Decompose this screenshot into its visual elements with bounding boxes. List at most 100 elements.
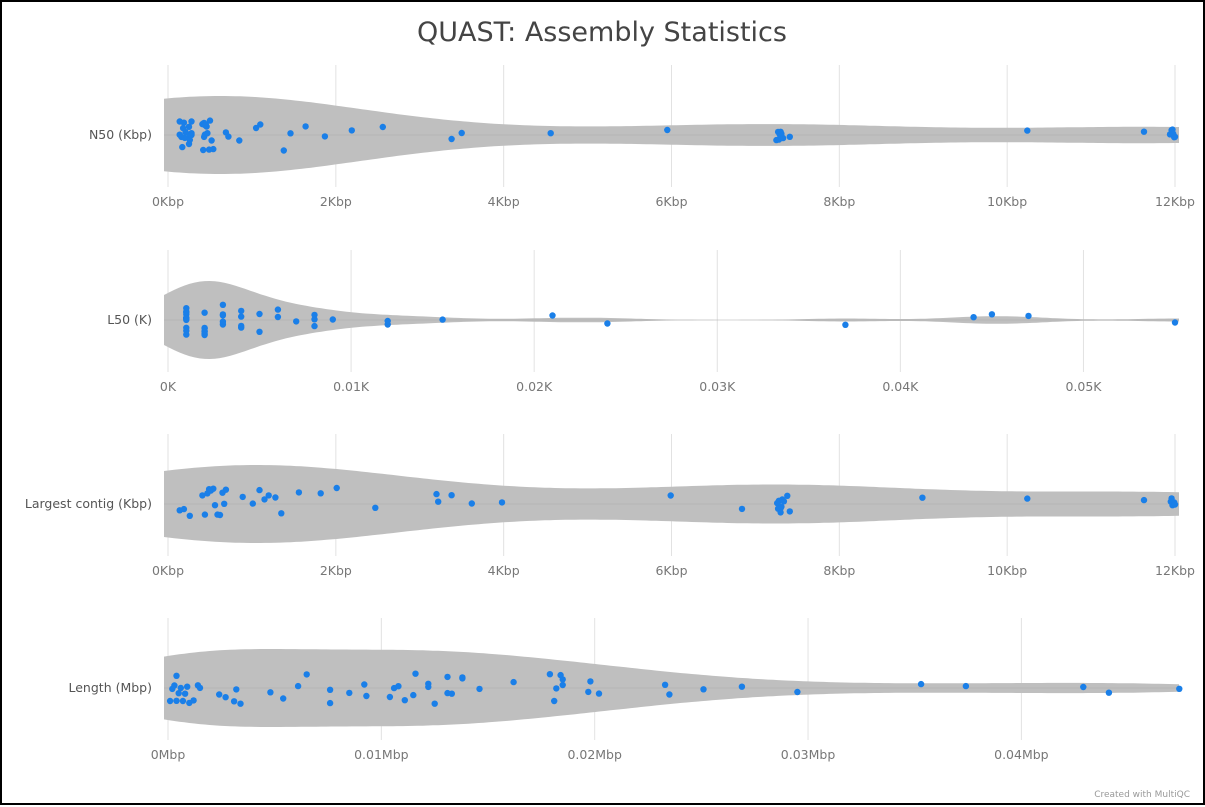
data-point[interactable] [738,683,746,690]
data-point[interactable] [384,317,391,325]
data-point[interactable] [333,484,340,492]
data-point[interactable] [468,500,475,507]
data-point[interactable] [186,512,193,519]
data-point[interactable] [238,324,245,331]
data-point[interactable] [183,314,190,322]
data-point[interactable] [425,683,432,691]
data-point[interactable] [448,690,455,697]
data-point[interactable] [595,690,603,697]
data-point[interactable] [346,689,353,697]
data-point[interactable] [188,131,195,139]
data-point[interactable] [476,685,483,693]
data-point[interactable] [348,127,355,134]
data-point[interactable] [435,498,442,505]
data-point[interactable] [448,135,455,143]
data-point[interactable] [780,498,788,505]
data-point[interactable] [664,126,671,134]
data-point[interactable] [219,318,227,325]
data-point[interactable] [175,690,182,697]
data-point[interactable] [1171,501,1179,508]
data-point[interactable] [225,133,232,140]
data-point[interactable] [237,700,244,707]
data-point[interactable] [919,494,926,501]
data-point[interactable] [278,510,285,517]
data-point[interactable] [221,500,228,507]
data-point[interactable] [256,310,263,318]
data-point[interactable] [311,311,318,319]
data-point[interactable] [738,505,746,513]
data-point[interactable] [361,681,368,688]
data-point[interactable] [252,124,260,132]
data-point[interactable] [206,117,214,124]
data-point[interactable] [230,698,238,705]
data-point[interactable] [211,502,219,509]
data-point[interactable] [1025,312,1032,320]
data-point[interactable] [667,492,674,499]
data-point[interactable] [201,309,208,316]
data-point[interactable] [661,681,669,688]
data-point[interactable] [778,503,785,510]
data-point[interactable] [604,320,611,327]
data-point[interactable] [1024,495,1031,502]
data-point[interactable] [173,697,180,704]
data-point[interactable] [265,492,272,499]
data-point[interactable] [551,697,558,705]
data-point[interactable] [786,508,793,515]
data-point[interactable] [219,312,227,319]
data-point[interactable] [546,671,554,678]
data-point[interactable] [181,690,189,697]
data-point[interactable] [176,118,183,125]
data-point[interactable] [185,123,193,130]
data-point[interactable] [208,137,215,144]
data-point[interactable] [401,697,408,704]
data-point[interactable] [267,689,274,696]
data-point[interactable] [280,147,287,154]
data-point[interactable] [216,511,224,519]
data-point[interactable] [238,313,245,320]
data-point[interactable] [559,681,566,689]
data-point[interactable] [587,678,594,685]
data-point[interactable] [184,683,191,690]
data-point[interactable] [183,305,190,312]
data-point[interactable] [559,676,566,683]
data-point[interactable] [222,694,229,701]
data-point[interactable] [177,684,184,692]
data-point[interactable] [181,134,188,142]
data-point[interactable] [433,490,440,498]
data-point[interactable] [458,129,465,137]
data-point[interactable] [179,143,186,151]
data-point[interactable] [1024,127,1031,134]
data-point[interactable] [280,695,287,702]
data-point[interactable] [1080,683,1087,691]
data-point[interactable] [183,324,190,331]
data-point[interactable] [363,692,370,700]
data-point[interactable] [216,691,223,698]
data-point[interactable] [238,307,245,315]
data-point[interactable] [190,697,197,704]
data-point[interactable] [988,311,996,318]
data-point[interactable] [779,134,787,142]
data-point[interactable] [549,312,556,319]
data-point[interactable] [303,671,310,678]
data-point[interactable] [219,301,227,308]
data-point[interactable] [201,121,209,129]
data-point[interactable] [585,688,592,696]
data-point[interactable] [666,691,673,698]
data-point[interactable] [302,123,309,130]
data-point[interactable] [498,499,506,506]
data-point[interactable] [166,697,174,705]
data-point[interactable] [326,699,334,707]
data-point[interactable] [204,130,211,137]
data-point[interactable] [249,500,256,507]
data-point[interactable] [196,684,204,692]
data-point[interactable] [233,686,240,693]
data-point[interactable] [274,313,282,321]
data-point[interactable] [239,493,246,501]
data-point[interactable] [379,123,386,131]
data-point[interactable] [179,697,187,705]
data-point[interactable] [180,505,188,513]
data-point[interactable] [786,133,793,140]
data-point[interactable] [547,130,554,137]
data-point[interactable] [1171,319,1179,326]
data-point[interactable] [784,492,791,499]
